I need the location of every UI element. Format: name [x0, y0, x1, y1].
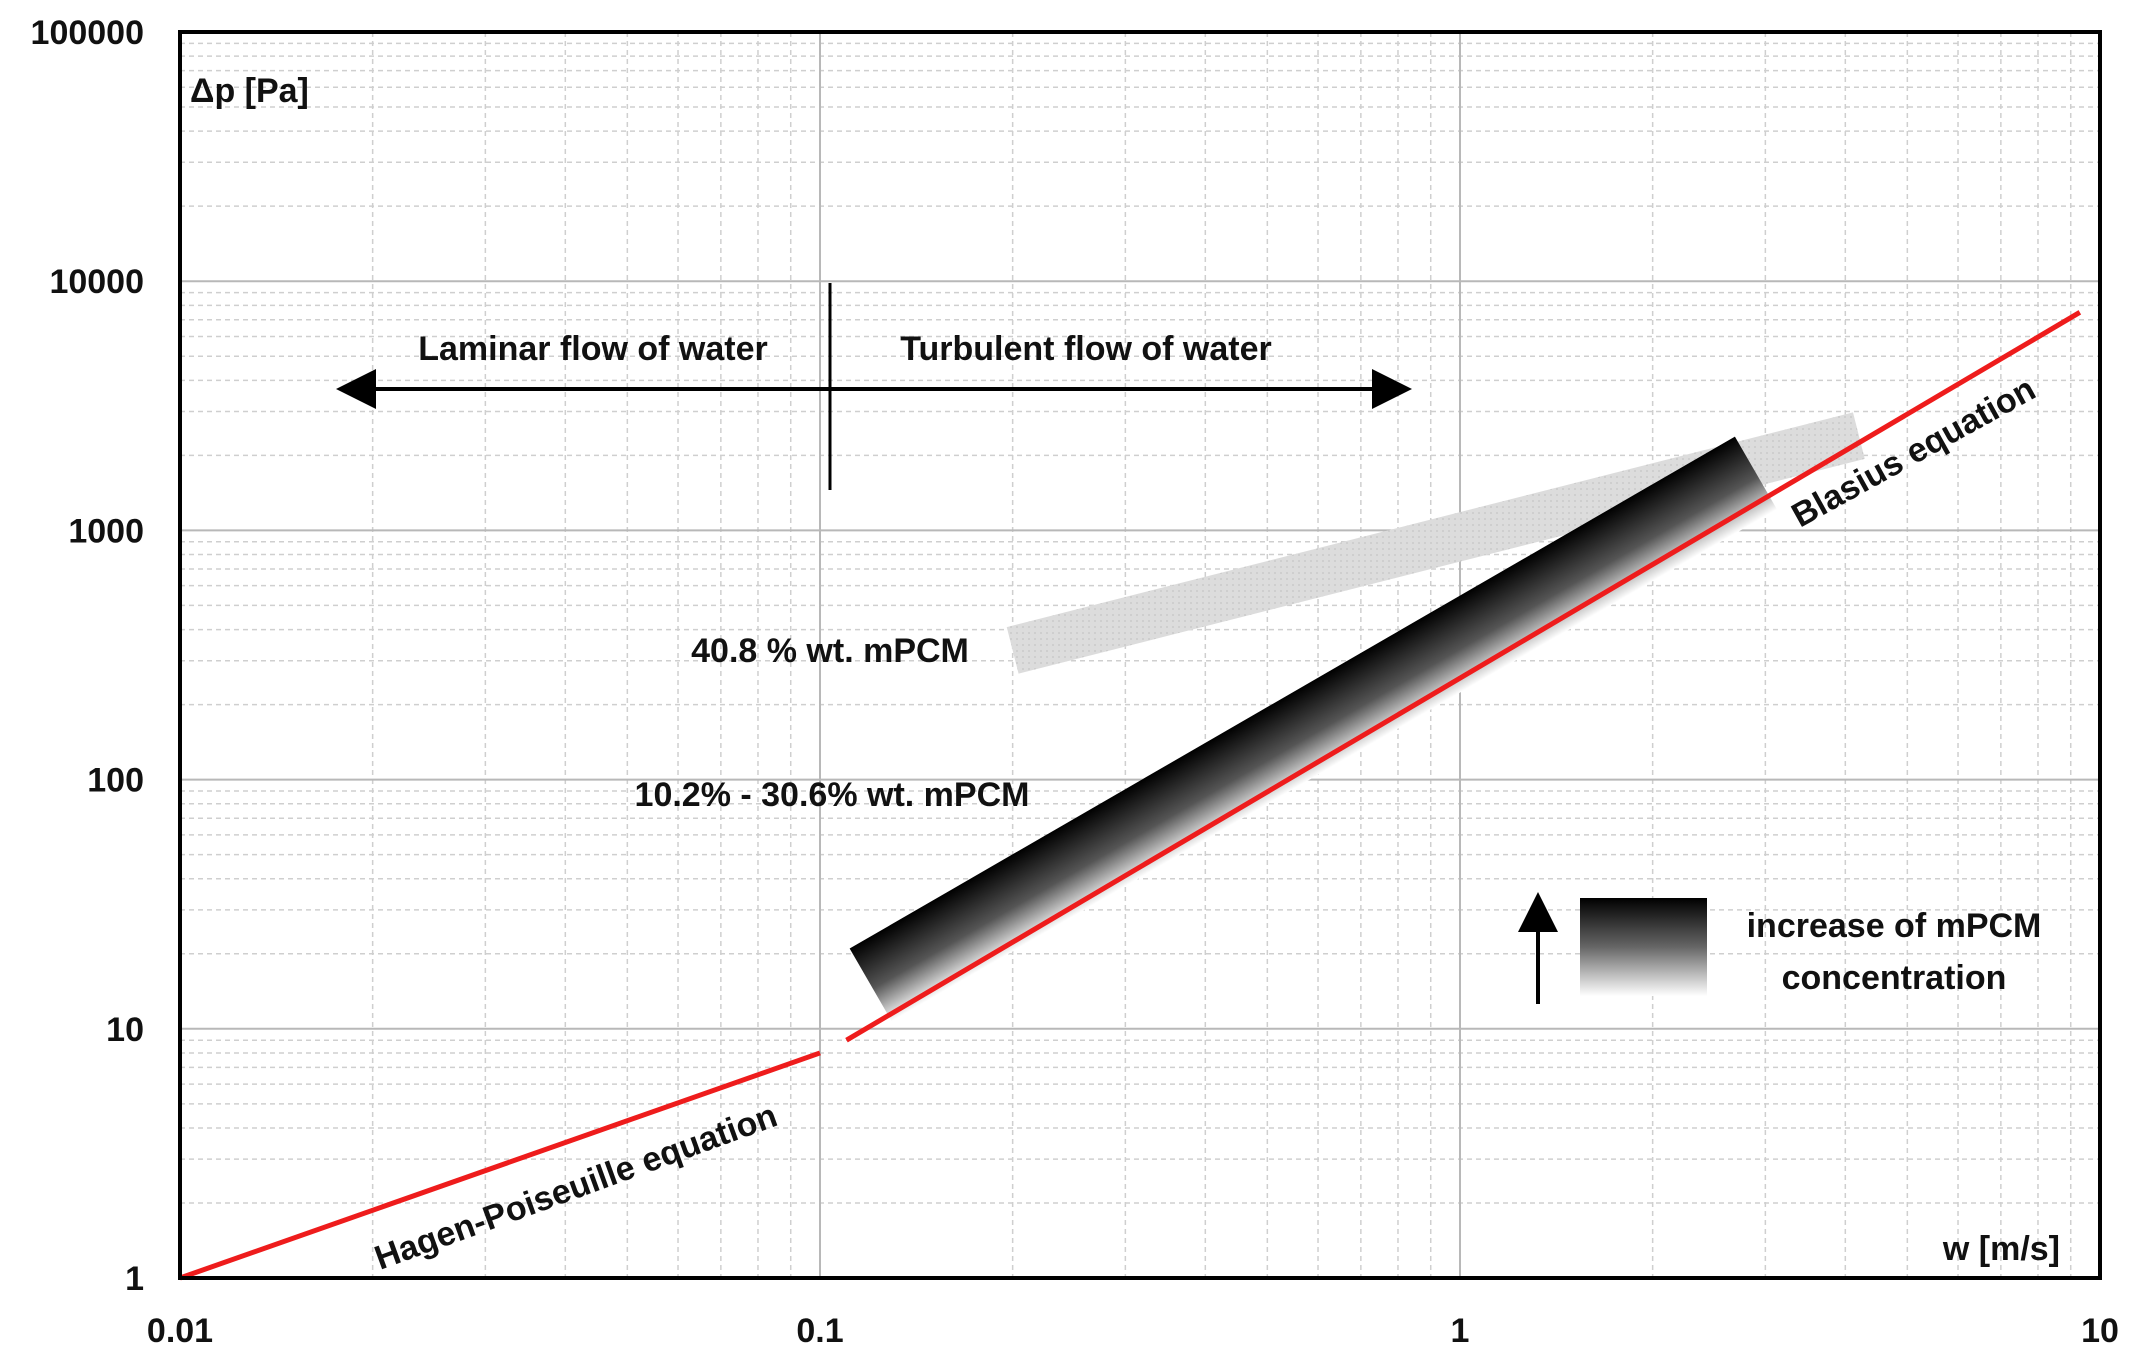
band-10-2-to-30-6-percent — [849, 436, 1777, 1022]
hagen-poiseuille-line — [179, 1050, 821, 1281]
y-tick-label: 100000 — [31, 14, 144, 52]
legend-gradient-swatch — [1580, 898, 1707, 996]
major-gridlines — [179, 31, 2101, 1279]
legend: increase of mPCM concentration — [1518, 892, 2042, 1004]
turbulent-label: Turbulent flow of water — [900, 330, 1271, 368]
x-tick-label: 1 — [1451, 1312, 1470, 1350]
blasius-line — [845, 310, 2082, 1043]
laminar-label: Laminar flow of water — [418, 330, 768, 368]
plot-frame — [178, 30, 2102, 1280]
concentration-bands — [849, 412, 1865, 1022]
y-tick-label: 1000 — [68, 512, 144, 550]
legend-text-line1: increase of mPCM — [1747, 907, 2042, 945]
minor-gridlines — [180, 32, 2100, 1278]
y-tick-label: 10 — [106, 1011, 144, 1049]
band-40-8-percent — [1006, 412, 1865, 674]
x-axis-title: w [m/s] — [1942, 1230, 2060, 1268]
y-tick-label: 10000 — [49, 263, 144, 301]
band-label-high: 40.8 % wt. mPCM — [691, 632, 969, 670]
x-tick-label: 0.1 — [796, 1312, 843, 1350]
y-tick-label: 100 — [87, 762, 144, 800]
legend-text-line2: concentration — [1782, 959, 2007, 997]
y-axis-title: Δp [Pa] — [190, 72, 309, 110]
y-tick-labels: 1 10 100 1000 10000 100000 — [31, 14, 144, 1298]
band-label-mid: 10.2% - 30.6% wt. mPCM — [635, 776, 1030, 814]
x-tick-label: 10 — [2081, 1312, 2119, 1350]
y-tick-label: 1 — [125, 1260, 144, 1298]
data-series — [179, 310, 2082, 1281]
x-tick-label: 0.01 — [147, 1312, 213, 1350]
x-tick-labels: 0.01 0.1 1 10 — [147, 1312, 2119, 1350]
